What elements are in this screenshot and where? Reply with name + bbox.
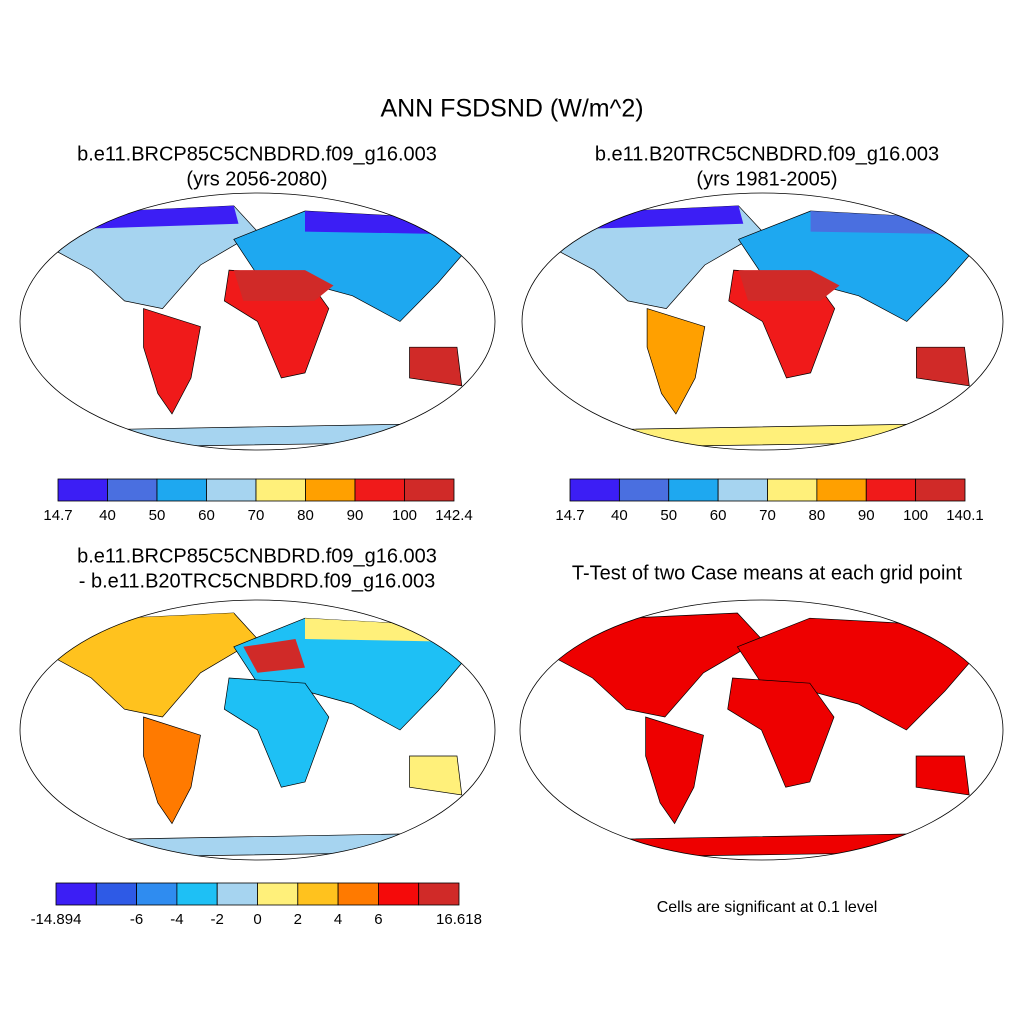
colorbar-box: [816, 478, 867, 502]
map-land: [43, 612, 472, 858]
land-region: [543, 612, 763, 718]
map-land: [43, 205, 472, 448]
map-outline: [521, 192, 1004, 451]
colorbar-box: [216, 882, 258, 906]
colorbar-box: [377, 882, 420, 906]
colorbar-label: -6: [130, 911, 143, 928]
colorbar-label: 70: [248, 507, 265, 524]
map: [521, 192, 1004, 451]
colorbar-label: 80: [297, 507, 314, 524]
colorbar-label: 50: [660, 507, 677, 524]
colorbar-label: 50: [149, 507, 166, 524]
land-region: [90, 423, 425, 448]
colorbar-label: 142.4: [435, 507, 473, 524]
map-land: [545, 205, 980, 448]
colorbar-label: 0: [253, 911, 261, 928]
colorbar-box: [255, 478, 306, 502]
land-region: [43, 612, 259, 718]
map: [19, 192, 496, 451]
land-region: [143, 716, 201, 825]
colorbar-label: 14.7: [43, 507, 72, 524]
colorbar-box: [206, 478, 257, 502]
colorbar-box: [176, 882, 218, 906]
colorbar-box: [257, 882, 299, 906]
colorbar-box: [337, 882, 379, 906]
land-region: [645, 716, 704, 825]
colorbar-label: 40: [99, 507, 116, 524]
panel-title: b.e11.B20TRC5CNBDRD.f09_g16.003: [595, 143, 939, 165]
colorbar-box: [57, 478, 108, 502]
map-land: [543, 612, 980, 858]
colorbar-label: 80: [809, 507, 826, 524]
land-region: [305, 211, 448, 235]
panel-title: - b.e11.B20TRC5CNBDRD.f09_g16.003: [79, 570, 435, 592]
land-region: [305, 618, 448, 642]
map-outline: [19, 599, 496, 861]
colorbar-box: [404, 478, 455, 502]
colorbar-box: [915, 478, 966, 502]
land-region: [233, 270, 334, 301]
colorbar-label: 40: [611, 507, 628, 524]
panel-title: T-Test of two Case means at each grid po…: [572, 562, 963, 584]
land-region: [810, 211, 955, 235]
colorbar-box: [95, 882, 138, 906]
panel-note: Cells are significant at 0.1 level: [657, 899, 878, 916]
panel-title: b.e11.BRCP85C5CNBDRD.f09_g16.003: [77, 143, 437, 165]
land-region: [143, 308, 201, 415]
colorbar-label: 90: [858, 507, 875, 524]
colorbar-box: [55, 882, 97, 906]
colorbar-label: 70: [759, 507, 776, 524]
colorbar-box: [136, 882, 178, 906]
colorbar-label: 90: [347, 507, 364, 524]
colorbar-box: [354, 478, 405, 502]
map-outline: [19, 192, 496, 451]
main-title: ANN FSDSND (W/m^2): [380, 95, 643, 123]
colorbar-box: [668, 478, 719, 502]
colorbar-label: 100: [903, 507, 928, 524]
panel-title: (yrs 1981-2005): [696, 168, 837, 190]
colorbar-label: -2: [211, 911, 224, 928]
land-region: [409, 346, 463, 387]
land-region: [646, 308, 706, 415]
colorbar-box: [418, 882, 460, 906]
land-region: [916, 346, 970, 387]
colorbar-label: 6: [374, 911, 382, 928]
colorbar-label: 4: [334, 911, 342, 928]
colorbar-box: [107, 478, 158, 502]
land-region: [43, 205, 259, 309]
colorbar-label: 16.618: [436, 911, 482, 928]
land-region: [593, 423, 932, 448]
colorbar-label: -14.894: [31, 911, 82, 928]
colorbar-label: 2: [294, 911, 302, 928]
colorbar-box: [717, 478, 768, 502]
colorbar-box: [618, 478, 670, 502]
colorbar-box: [297, 882, 339, 906]
colorbar-label: 60: [198, 507, 215, 524]
land-region: [545, 205, 764, 309]
land-region: [409, 755, 463, 796]
map: [519, 599, 1004, 861]
panel-title: b.e11.BRCP85C5CNBDRD.f09_g16.003: [77, 545, 437, 567]
colorbar-label: 100: [392, 507, 417, 524]
colorbar-label: 14.7: [555, 507, 584, 524]
land-region: [738, 270, 840, 301]
land-region: [243, 639, 305, 673]
colorbar-box: [865, 478, 917, 502]
panel-title: (yrs 2056-2080): [186, 168, 327, 190]
colorbar-label: -4: [170, 911, 183, 928]
colorbar-box: [305, 478, 356, 502]
colorbar-label: 60: [710, 507, 727, 524]
map: [19, 599, 496, 861]
land-region: [727, 677, 835, 788]
colorbar-label: 140.1: [946, 507, 984, 524]
map-outline: [519, 599, 1004, 861]
land-region: [915, 755, 970, 796]
land-region: [223, 677, 330, 788]
colorbar-box: [156, 478, 207, 502]
land-region: [90, 833, 425, 858]
colorbar-box: [569, 478, 620, 502]
land-region: [591, 833, 932, 858]
colorbar-box: [767, 478, 818, 502]
